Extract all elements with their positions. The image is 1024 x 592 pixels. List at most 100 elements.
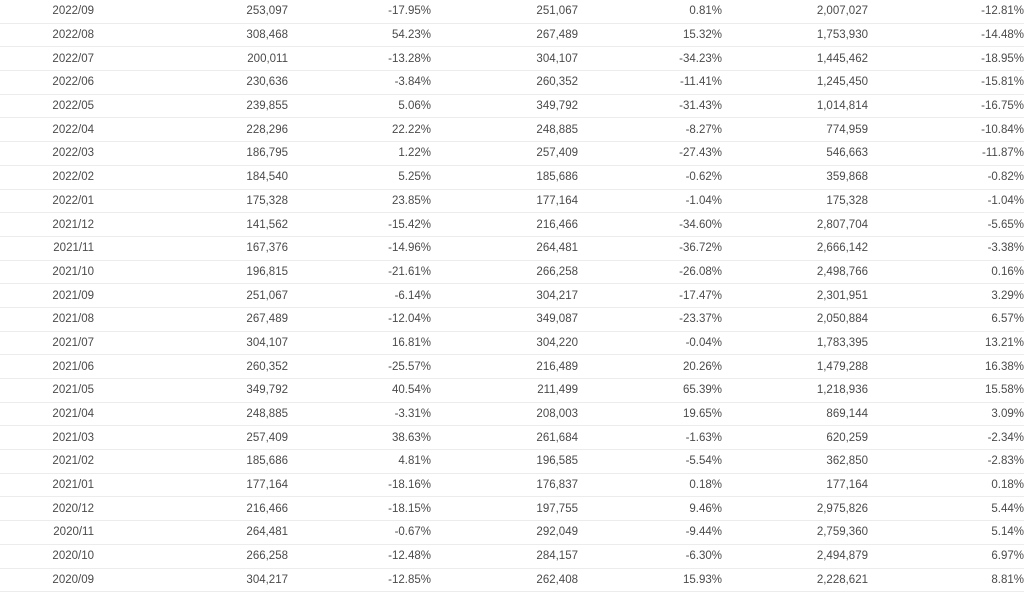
cell-rev: 230,636 bbox=[94, 70, 288, 95]
table-row: 2022/02 184,540 5.25% 185,686 -0.62% 359,868-… bbox=[0, 165, 1024, 190]
cell-ytd: 774,959 bbox=[722, 117, 868, 143]
cell-rev_pct: -6.14% bbox=[288, 283, 431, 308]
cell-period: 2021/04 bbox=[0, 402, 94, 427]
cell-cum: 262,408 bbox=[431, 568, 578, 592]
cell-period: 2022/02 bbox=[0, 165, 94, 190]
cell-ytd_pct: -12.81% bbox=[868, 0, 1024, 24]
table-row: 2021/02 185,686 4.81% 196,585 -5.54% 362,850-… bbox=[0, 449, 1024, 474]
cell-cum_pct: -34.60% bbox=[578, 212, 722, 237]
cell-cum_pct: 0.81% bbox=[578, 0, 722, 24]
cell-rev_pct: -12.48% bbox=[288, 544, 431, 569]
cell-ytd: 546,663 bbox=[722, 141, 868, 166]
table-row: 2021/04 248,885 -3.31% 208,003 19.65% 869,144… bbox=[0, 402, 1024, 427]
cell-cum: 208,003 bbox=[431, 402, 578, 427]
cell-rev: 175,328 bbox=[94, 189, 288, 214]
table-row: 2021/08 267,489 -12.04% 349,087 -23.37% 2,050… bbox=[0, 307, 1024, 332]
cell-rev_pct: 38.63% bbox=[288, 425, 431, 451]
cell-period: 2021/07 bbox=[0, 331, 94, 356]
table-row: 2022/04 228,296 22.22% 248,885 -8.27% 774,959… bbox=[0, 117, 1024, 143]
cell-rev_pct: -3.84% bbox=[288, 70, 431, 95]
cell-ytd_pct: 16.38% bbox=[868, 354, 1024, 379]
cell-ytd_pct: 6.57% bbox=[868, 307, 1024, 332]
cell-ytd: 2,007,027 bbox=[722, 0, 868, 24]
cell-ytd_pct: -2.34% bbox=[868, 425, 1024, 451]
cell-period: 2020/11 bbox=[0, 520, 94, 545]
cell-cum_pct: -36.72% bbox=[578, 236, 722, 261]
cell-ytd: 2,807,704 bbox=[722, 212, 868, 237]
cell-period: 2022/07 bbox=[0, 46, 94, 72]
cell-rev: 228,296 bbox=[94, 117, 288, 143]
table-row: 2021/07 304,107 16.81% 304,220 -0.04% 1,783,3… bbox=[0, 331, 1024, 356]
cell-rev_pct: 54.23% bbox=[288, 23, 431, 48]
cell-ytd_pct: -14.48% bbox=[868, 23, 1024, 48]
cell-ytd_pct: -2.83% bbox=[868, 449, 1024, 474]
cell-cum: 211,499 bbox=[431, 378, 578, 403]
cell-rev: 248,885 bbox=[94, 402, 288, 427]
cell-ytd_pct: 5.44% bbox=[868, 496, 1024, 522]
cell-cum_pct: -9.44% bbox=[578, 520, 722, 545]
cell-ytd: 2,498,766 bbox=[722, 260, 868, 285]
cell-ytd: 1,218,936 bbox=[722, 378, 868, 403]
cell-cum_pct: -23.37% bbox=[578, 307, 722, 332]
cell-rev_pct: 40.54% bbox=[288, 378, 431, 403]
cell-cum_pct: 19.65% bbox=[578, 402, 722, 427]
cell-ytd: 2,666,142 bbox=[722, 236, 868, 261]
table-row: 2020/12 216,466 -18.15% 197,755 9.46% 2,975,8… bbox=[0, 496, 1024, 522]
table-row: 2021/12 141,562 -15.42% 216,466 -34.60% 2,807… bbox=[0, 212, 1024, 237]
cell-rev_pct: 1.22% bbox=[288, 141, 431, 166]
table-row: 2022/09 253,097 -17.95% 251,067 0.81% 2,007,0… bbox=[0, 0, 1024, 24]
table-row: 2021/06 260,352 -25.57% 216,489 20.26% 1,479,… bbox=[0, 354, 1024, 379]
cell-rev_pct: 5.25% bbox=[288, 165, 431, 190]
cell-cum: 349,792 bbox=[431, 94, 578, 119]
table-row: 2020/11 264,481 -0.67% 292,049 -9.44% 2,759,3… bbox=[0, 520, 1024, 545]
cell-ytd: 175,328 bbox=[722, 189, 868, 214]
table-row: 2021/01 177,164 -18.16% 176,837 0.18% 177,164… bbox=[0, 473, 1024, 498]
cell-period: 2021/06 bbox=[0, 354, 94, 379]
cell-rev: 267,489 bbox=[94, 307, 288, 332]
cell-ytd_pct: 6.97% bbox=[868, 544, 1024, 569]
table-row: 2022/05 239,855 5.06% 349,792 -31.43% 1,014,8… bbox=[0, 94, 1024, 119]
cell-period: 2021/08 bbox=[0, 307, 94, 332]
cell-ytd_pct: 3.29% bbox=[868, 283, 1024, 308]
cell-cum: 216,466 bbox=[431, 212, 578, 237]
cell-rev: 253,097 bbox=[94, 0, 288, 24]
cell-rev: 196,815 bbox=[94, 260, 288, 285]
cell-period: 2020/09 bbox=[0, 568, 94, 592]
cell-rev: 177,164 bbox=[94, 473, 288, 498]
cell-ytd: 1,245,450 bbox=[722, 70, 868, 95]
cell-rev: 260,352 bbox=[94, 354, 288, 379]
table-row: 2022/08 308,468 54.23% 267,489 15.32% 1,753,9… bbox=[0, 23, 1024, 48]
cell-period: 2021/09 bbox=[0, 283, 94, 308]
cell-cum: 260,352 bbox=[431, 70, 578, 95]
cell-rev_pct: 4.81% bbox=[288, 449, 431, 474]
table-row: 2021/05 349,792 40.54% 211,499 65.39% 1,218,9… bbox=[0, 378, 1024, 403]
cell-ytd_pct: -10.84% bbox=[868, 117, 1024, 143]
cell-ytd: 2,975,826 bbox=[722, 496, 868, 522]
cell-ytd_pct: 0.16% bbox=[868, 260, 1024, 285]
cell-cum_pct: 0.18% bbox=[578, 473, 722, 498]
cell-cum_pct: -31.43% bbox=[578, 94, 722, 119]
cell-ytd_pct: -1.04% bbox=[868, 189, 1024, 214]
table-row: 2022/06 230,636 -3.84% 260,352 -11.41% 1,245,… bbox=[0, 70, 1024, 95]
cell-rev_pct: -3.31% bbox=[288, 402, 431, 427]
cell-rev_pct: -0.67% bbox=[288, 520, 431, 545]
cell-period: 2021/12 bbox=[0, 212, 94, 237]
cell-period: 2022/01 bbox=[0, 189, 94, 214]
cell-ytd_pct: 3.09% bbox=[868, 402, 1024, 427]
cell-cum_pct: 9.46% bbox=[578, 496, 722, 522]
cell-cum: 185,686 bbox=[431, 165, 578, 190]
cell-period: 2020/10 bbox=[0, 544, 94, 569]
cell-ytd: 1,445,462 bbox=[722, 46, 868, 72]
cell-cum: 257,409 bbox=[431, 141, 578, 166]
cell-period: 2022/08 bbox=[0, 23, 94, 48]
cell-cum_pct: 20.26% bbox=[578, 354, 722, 379]
cell-cum_pct: -0.04% bbox=[578, 331, 722, 356]
cell-cum_pct: -8.27% bbox=[578, 117, 722, 143]
cell-cum_pct: -6.30% bbox=[578, 544, 722, 569]
cell-rev_pct: -25.57% bbox=[288, 354, 431, 379]
cell-cum_pct: 65.39% bbox=[578, 378, 722, 403]
cell-cum: 284,157 bbox=[431, 544, 578, 569]
cell-rev_pct: -12.04% bbox=[288, 307, 431, 332]
table-row: 2021/09 251,067 -6.14% 304,217 -17.47% 2,301,… bbox=[0, 283, 1024, 308]
cell-ytd: 869,144 bbox=[722, 402, 868, 427]
